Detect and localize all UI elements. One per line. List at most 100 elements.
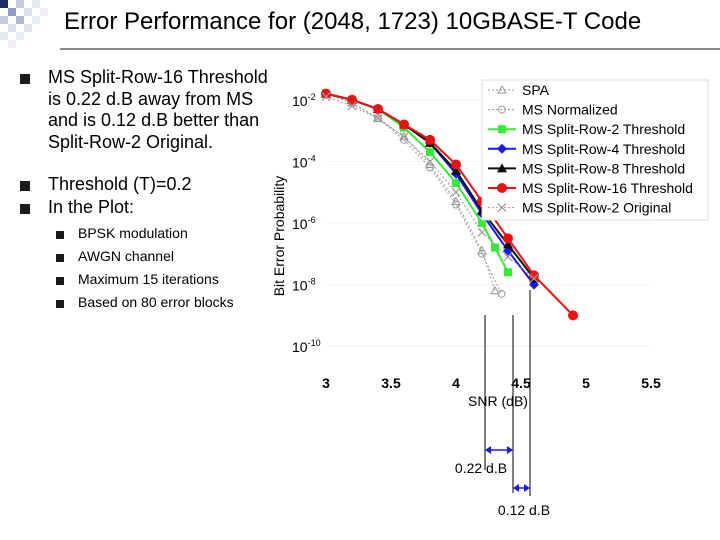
data-point — [399, 131, 409, 141]
sub-bullet-marker — [56, 277, 64, 285]
data-point — [347, 94, 357, 105]
arrow-head — [485, 446, 491, 454]
sub-bullet-marker — [56, 300, 64, 308]
data-point — [478, 249, 486, 258]
legend-label: MS Normalized — [522, 102, 618, 118]
data-point — [498, 125, 506, 134]
y-tick-base: 10 — [292, 339, 308, 355]
bullet-1-line-4: Split-Row-2 Original. — [48, 131, 214, 152]
y-tick-base: 10 — [292, 93, 308, 109]
arrow-head — [524, 484, 530, 492]
sub-bullet-1: BPSK modulation — [78, 225, 188, 241]
data-point — [490, 285, 500, 295]
bullet-marker — [20, 74, 30, 84]
y-tick-base: 10 — [292, 278, 308, 294]
chart-legend: SPA MS Normalized MS Split-Row-2 Threshold… — [481, 79, 709, 221]
sub-bullet-marker — [56, 231, 64, 239]
data-point — [529, 270, 539, 281]
data-point — [497, 84, 507, 94]
data-point — [426, 148, 434, 157]
series-line — [325, 93, 502, 295]
bullet-1-line-1: MS Split-Row-16 Threshold — [48, 67, 268, 87]
y-tick-exponent: -10 — [308, 338, 321, 348]
x-tick-label: 3.5 — [381, 375, 401, 391]
series-spa — [321, 88, 500, 295]
data-point — [477, 227, 487, 237]
sub-bullet-2: AWGN channel — [78, 248, 174, 264]
sub-bullet-3: Maximum 15 iterations — [78, 271, 219, 287]
gap-1-label: 0.22 d.B — [455, 460, 507, 476]
arrow-head — [507, 446, 513, 454]
x-tick-label: 5 — [582, 375, 590, 391]
y-tick-label: 10-2 — [292, 92, 316, 109]
data-point — [399, 132, 409, 142]
legend-label: MS Split-Row-4 Threshold — [522, 141, 685, 157]
data-point — [451, 187, 461, 197]
data-point — [452, 200, 460, 209]
bullet-marker — [20, 204, 30, 214]
data-point — [425, 134, 435, 145]
data-point — [452, 178, 460, 187]
data-point — [426, 163, 434, 172]
bullet-2: Threshold (T)=0.2 — [48, 174, 192, 194]
y-tick-exponent: -8 — [308, 277, 316, 287]
y-tick-exponent: -2 — [308, 92, 316, 102]
data-point — [373, 104, 383, 115]
legend-entry: MS Split-Row-4 Threshold — [488, 141, 685, 157]
y-tick-base: 10 — [292, 216, 308, 232]
y-tick-base: 10 — [292, 154, 308, 170]
y-axis-label: Bit Error Probability — [271, 176, 287, 297]
data-point — [529, 274, 539, 283]
data-point — [497, 203, 507, 213]
data-point — [451, 165, 461, 175]
series-line — [325, 92, 509, 273]
gap-2-label: 0.12 d.B — [498, 502, 550, 518]
data-point — [503, 233, 513, 244]
data-point — [321, 92, 331, 102]
bullet-marker — [20, 181, 30, 191]
data-point — [504, 268, 512, 277]
legend-entry: MS Split-Row-16 Threshold — [488, 180, 693, 196]
data-point — [503, 252, 513, 262]
data-point — [374, 114, 382, 123]
data-point — [477, 245, 487, 255]
legend-label: MS Split-Row-16 Threshold — [522, 180, 693, 196]
bullet-1-line-2: is 0.22 d.B away from MS — [48, 88, 254, 109]
data-point — [451, 159, 461, 170]
legend-label: MS Split-Row-2 Threshold — [522, 121, 685, 137]
legend-entry: SPA — [488, 82, 550, 98]
bullet-1-line-3: and is 0.12 d.B better than — [48, 110, 260, 130]
chart-series — [321, 88, 578, 321]
series-line — [325, 92, 574, 317]
data-point — [478, 219, 486, 227]
data-point — [451, 196, 461, 205]
legend-label: MS Split-Row-8 Threshold — [522, 160, 685, 176]
y-tick-label: 10-10 — [292, 338, 321, 355]
data-point — [497, 289, 506, 298]
data-point — [321, 88, 331, 99]
y-tick-exponent: -6 — [308, 215, 316, 225]
legend-label: MS Split-Row-2 Original — [522, 200, 671, 216]
data-point — [497, 143, 507, 154]
sub-bullet-4: Based on 80 error blocks — [78, 294, 234, 310]
series-ms-split-row-2-original — [321, 92, 539, 283]
data-point — [373, 113, 383, 123]
data-point — [399, 119, 409, 130]
legend-label: SPA — [522, 82, 550, 98]
title-divider — [60, 48, 720, 50]
data-point — [497, 163, 507, 173]
slide-title: Error Performance for (2048, 1723) 10GBA… — [64, 8, 642, 35]
data-point — [347, 101, 357, 111]
data-point — [568, 310, 578, 321]
data-point — [491, 243, 499, 252]
y-tick-label: 10-6 — [292, 215, 316, 232]
y-tick-label: 10-4 — [292, 153, 316, 170]
legend-entry: MS Split-Row-2 Threshold — [488, 121, 685, 137]
arrow-head — [513, 484, 519, 492]
gap-annotations: 0.22 d.B 0.12 d.B — [455, 290, 550, 518]
data-point — [425, 156, 435, 166]
x-tick-label: 4 — [452, 375, 460, 391]
x-tick-label: 4.5 — [511, 375, 531, 391]
x-tick-label: 5.5 — [641, 375, 661, 391]
